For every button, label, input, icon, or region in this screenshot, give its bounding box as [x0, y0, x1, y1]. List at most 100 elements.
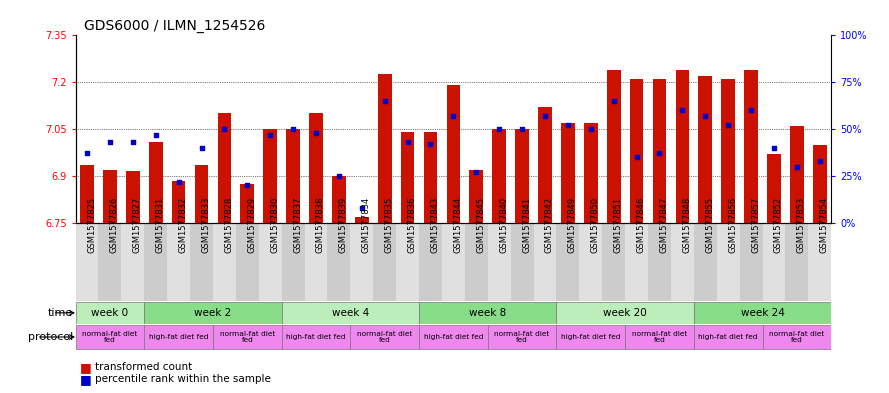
- Point: [469, 169, 484, 175]
- Bar: [442, 223, 465, 301]
- Point: [263, 132, 277, 138]
- Point: [103, 139, 117, 145]
- Bar: [350, 223, 373, 301]
- Bar: [533, 223, 557, 301]
- Bar: [767, 154, 781, 223]
- Text: high-fat diet fed: high-fat diet fed: [286, 334, 346, 340]
- Bar: [557, 223, 580, 301]
- Bar: [693, 223, 717, 301]
- Bar: [327, 223, 350, 301]
- Bar: [190, 223, 213, 301]
- Bar: [488, 325, 557, 349]
- Point: [125, 139, 140, 145]
- Bar: [355, 217, 369, 223]
- Point: [172, 178, 186, 185]
- Bar: [557, 302, 693, 324]
- Bar: [148, 141, 163, 223]
- Point: [148, 132, 163, 138]
- Bar: [717, 223, 740, 301]
- Text: GSM1577856: GSM1577856: [728, 197, 737, 253]
- Text: GSM1577848: GSM1577848: [683, 197, 692, 253]
- Text: GSM1577852: GSM1577852: [774, 197, 783, 253]
- Point: [286, 126, 300, 132]
- Bar: [213, 223, 236, 301]
- Bar: [808, 223, 831, 301]
- Text: GSM1577828: GSM1577828: [224, 197, 234, 253]
- Text: protocol: protocol: [28, 332, 73, 342]
- Bar: [676, 70, 689, 223]
- Point: [308, 130, 323, 136]
- Text: percentile rank within the sample: percentile rank within the sample: [95, 374, 271, 384]
- Text: GSM1577835: GSM1577835: [385, 197, 394, 253]
- Bar: [240, 184, 254, 223]
- Bar: [493, 129, 506, 223]
- Text: normal-fat diet
fed: normal-fat diet fed: [494, 331, 549, 343]
- Point: [332, 173, 346, 179]
- Bar: [218, 114, 231, 223]
- Point: [378, 98, 392, 104]
- Bar: [236, 223, 259, 301]
- Bar: [213, 325, 282, 349]
- Text: normal-fat diet
fed: normal-fat diet fed: [632, 331, 687, 343]
- Bar: [721, 79, 735, 223]
- Text: normal-fat diet
fed: normal-fat diet fed: [220, 331, 275, 343]
- Text: GSM1577855: GSM1577855: [705, 197, 714, 253]
- Text: week 8: week 8: [469, 308, 507, 318]
- Bar: [488, 223, 510, 301]
- Text: week 0: week 0: [92, 308, 129, 318]
- Text: GSM1577831: GSM1577831: [156, 197, 164, 253]
- Bar: [653, 79, 667, 223]
- Bar: [763, 325, 831, 349]
- Point: [217, 126, 231, 132]
- Text: GSM1577847: GSM1577847: [660, 197, 669, 253]
- Bar: [373, 223, 396, 301]
- Bar: [282, 325, 350, 349]
- Text: GSM1577826: GSM1577826: [110, 197, 119, 253]
- Bar: [469, 170, 483, 223]
- Text: GSM1577830: GSM1577830: [270, 197, 279, 253]
- Point: [240, 182, 254, 189]
- Bar: [263, 129, 277, 223]
- Bar: [309, 114, 323, 223]
- Text: high-fat diet fed: high-fat diet fed: [149, 334, 208, 340]
- Text: GSM1577853: GSM1577853: [797, 197, 805, 253]
- Bar: [282, 302, 419, 324]
- Text: GSM1577841: GSM1577841: [522, 197, 531, 253]
- Bar: [144, 302, 282, 324]
- Point: [355, 205, 369, 211]
- Text: GSM1577849: GSM1577849: [568, 197, 577, 253]
- Text: transformed count: transformed count: [95, 362, 192, 373]
- Text: normal-fat diet
fed: normal-fat diet fed: [83, 331, 138, 343]
- Bar: [602, 223, 625, 301]
- Bar: [557, 325, 625, 349]
- Bar: [465, 223, 488, 301]
- Bar: [580, 223, 602, 301]
- Text: ■: ■: [80, 373, 92, 386]
- Bar: [286, 129, 300, 223]
- Text: week 20: week 20: [604, 308, 647, 318]
- Point: [698, 113, 712, 119]
- Bar: [561, 123, 575, 223]
- Point: [493, 126, 507, 132]
- Point: [653, 151, 667, 157]
- Bar: [790, 126, 804, 223]
- Bar: [740, 223, 763, 301]
- Bar: [419, 302, 557, 324]
- Bar: [607, 70, 621, 223]
- Text: GSM1577832: GSM1577832: [179, 197, 188, 253]
- Bar: [103, 170, 116, 223]
- Bar: [396, 223, 419, 301]
- Bar: [378, 74, 391, 223]
- Point: [423, 141, 437, 147]
- Text: high-fat diet fed: high-fat diet fed: [424, 334, 483, 340]
- Bar: [763, 223, 785, 301]
- Bar: [305, 223, 327, 301]
- Text: GSM1577840: GSM1577840: [500, 197, 509, 253]
- Text: GDS6000 / ILMN_1254526: GDS6000 / ILMN_1254526: [84, 19, 266, 33]
- Text: week 24: week 24: [741, 308, 784, 318]
- Bar: [259, 223, 282, 301]
- Bar: [538, 107, 552, 223]
- Text: week 2: week 2: [195, 308, 231, 318]
- Bar: [516, 129, 529, 223]
- Text: GSM1577827: GSM1577827: [132, 197, 142, 253]
